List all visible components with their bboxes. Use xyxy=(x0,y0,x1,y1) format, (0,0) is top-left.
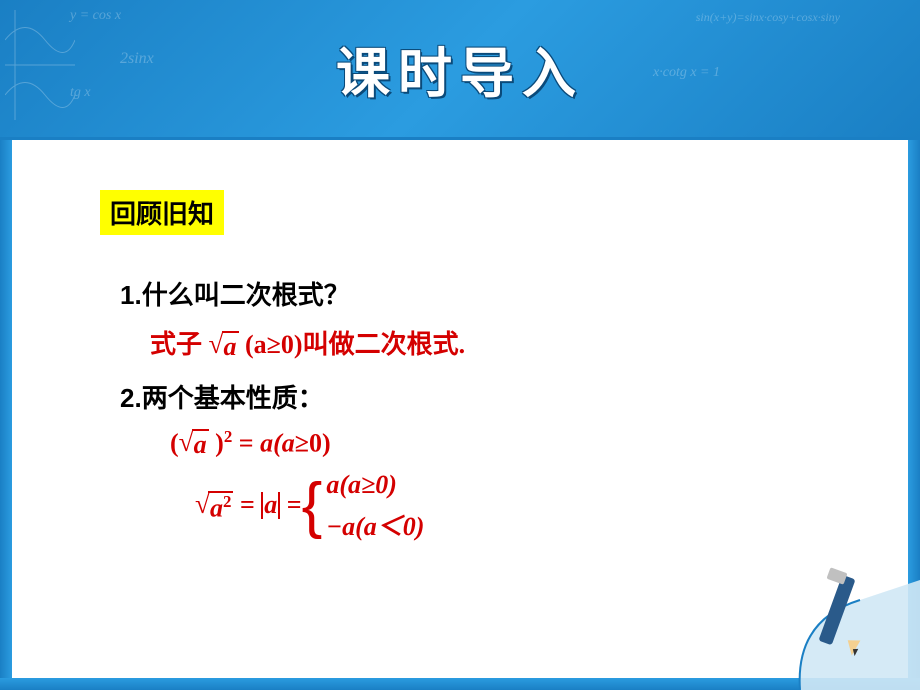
a1-prefix: 式子 xyxy=(150,330,202,359)
a1-sqrt: √ a xyxy=(209,331,239,362)
bg-formula-4: sin(x+y)=sinx·cosy+cosx·siny xyxy=(696,10,840,25)
f2-sqrt-exp: 2 xyxy=(223,492,231,511)
q1-text: 什么叫二次根式？ xyxy=(142,280,350,310)
piece1-expr: a(a xyxy=(326,470,361,499)
q1-number: 1. xyxy=(120,280,142,310)
f1-eq: = xyxy=(232,428,260,457)
piece2-expr: −a(a xyxy=(326,512,376,541)
q2-number: 2. xyxy=(120,383,142,413)
bg-formula-2: 2sinx xyxy=(120,50,154,68)
f1-rhs: a(a xyxy=(260,428,295,457)
a1-suffix: 叫做二次根式. xyxy=(303,330,466,359)
formula-1: ( √ a )2 = a(a≥0) xyxy=(100,427,820,460)
f2-eq2: = xyxy=(280,490,301,519)
piece2-cond: ＜0) xyxy=(377,512,425,541)
a1-cond: (a≥0) xyxy=(245,330,303,359)
slide-title: 课时导入 xyxy=(336,29,584,108)
q2-text: 两个基本性质： xyxy=(142,383,324,413)
question-1: 1.什么叫二次根式？ xyxy=(100,275,820,312)
a1-sqrt-body: a xyxy=(222,331,239,362)
piecewise-rows: a(a≥0) −a(a＜0) xyxy=(326,470,424,543)
slide-header: y = cos x 2sinx tg x sin(x+y)=sinx·cosy+… xyxy=(0,0,920,140)
piece-2: −a(a＜0) xyxy=(326,506,424,543)
f2-lhs: √ a2 = a = xyxy=(195,490,302,523)
formula-2: √ a2 = a = { a(a≥0) −a(a＜0) xyxy=(100,470,424,543)
f1-cond: ≥0) xyxy=(295,428,331,457)
bg-formula-5: x·cotg x = 1 xyxy=(653,65,720,81)
brace-icon: { xyxy=(302,478,323,534)
f2-sqrt-var: a xyxy=(210,493,223,522)
f1-sqrt-body: a xyxy=(192,429,209,460)
f2-eq1: = xyxy=(233,490,261,519)
f1-exp: 2 xyxy=(224,427,232,446)
corner-decoration xyxy=(770,560,920,690)
answer-1: 式子 √ a (a≥0)叫做二次根式. xyxy=(100,324,820,362)
section-label: 回顾旧知 xyxy=(100,190,224,235)
f1-sqrt: √ a xyxy=(179,429,209,460)
f2-abs: a xyxy=(261,490,280,519)
question-2: 2.两个基本性质： xyxy=(100,378,820,415)
f2-sqrt: √ a2 xyxy=(195,491,233,523)
piece1-cond: ≥0) xyxy=(361,470,397,499)
slide-content: 回顾旧知 1.什么叫二次根式？ 式子 √ a (a≥0)叫做二次根式. 2.两个… xyxy=(0,140,920,543)
f2-sqrt-body: a2 xyxy=(208,491,233,523)
piece-1: a(a≥0) xyxy=(326,470,424,500)
bg-formula-1: y = cos x xyxy=(70,8,121,24)
header-graph-decoration xyxy=(5,10,75,120)
